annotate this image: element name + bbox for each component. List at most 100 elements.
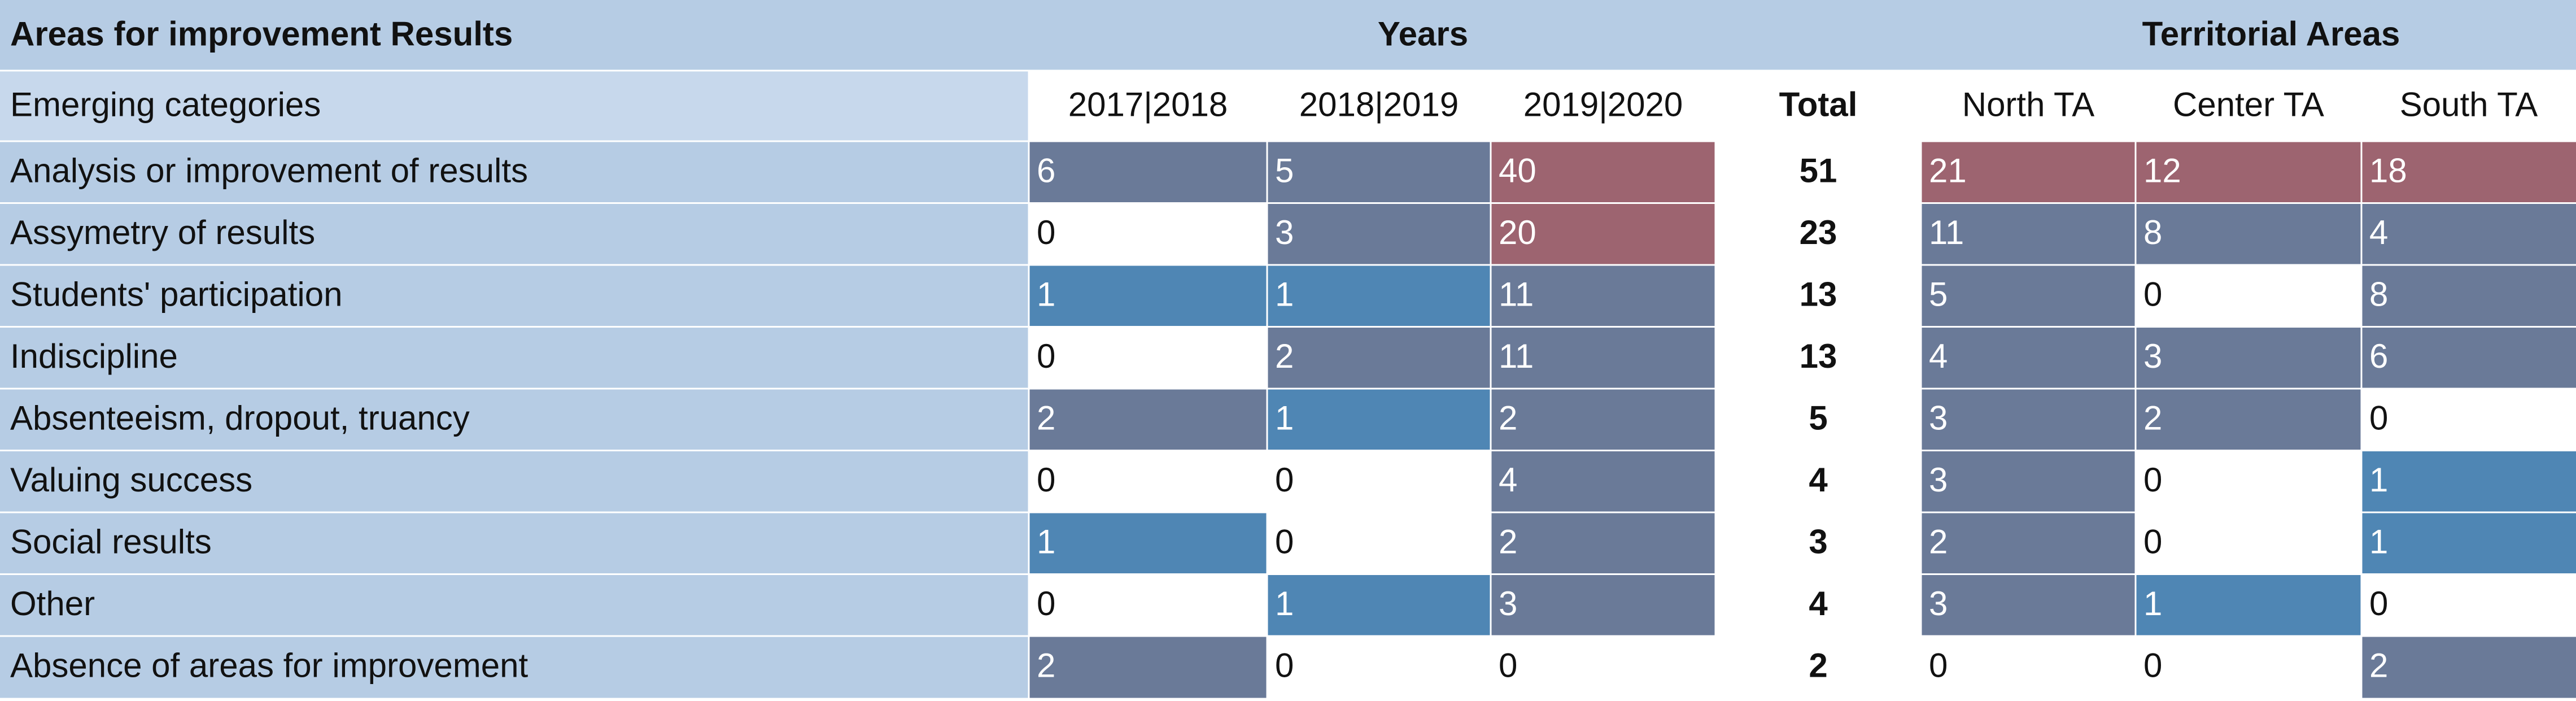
table-cell bbox=[1491, 141, 1715, 203]
total-value: 13 bbox=[1800, 276, 1837, 314]
cell-value: 2 bbox=[1499, 399, 1517, 437]
cell-value: 3 bbox=[2143, 337, 2162, 375]
group-header-territorial: Territorial Areas bbox=[2142, 15, 2400, 53]
table-cell bbox=[2136, 203, 2361, 265]
row-label-cell bbox=[0, 450, 1029, 512]
table-cell bbox=[1921, 389, 2136, 451]
cell-value: 2 bbox=[1499, 523, 1517, 561]
cell-value: 11 bbox=[1499, 337, 1534, 375]
row-label-cell bbox=[0, 326, 1029, 389]
cell-value: 3 bbox=[1929, 585, 1948, 622]
table-cell bbox=[1267, 326, 1491, 389]
cell-value: 2 bbox=[1037, 399, 1055, 437]
total-value: 5 bbox=[1809, 399, 1827, 437]
cell-value: 0 bbox=[1275, 461, 1294, 499]
total-value: 4 bbox=[1809, 461, 1828, 499]
table-cell bbox=[1267, 450, 1491, 512]
cell-value: 40 bbox=[1499, 152, 1536, 190]
table-cell bbox=[1491, 203, 1715, 265]
cell-value: 3 bbox=[1499, 585, 1517, 622]
table-cell bbox=[1029, 574, 1267, 636]
table-cell bbox=[1491, 389, 1715, 451]
table-cell bbox=[1029, 636, 1267, 698]
row-label: Assymetry of results bbox=[10, 214, 315, 251]
cell-value: 0 bbox=[1037, 585, 1055, 622]
row-label: Analysis or improvement of results bbox=[10, 152, 528, 190]
row-label: Social results bbox=[10, 523, 212, 561]
cell-value: 2 bbox=[1037, 647, 1055, 685]
column-header-4: North TA bbox=[1962, 85, 2095, 123]
table-cell bbox=[1921, 512, 2136, 574]
cell-value: 0 bbox=[2143, 523, 2162, 561]
cell-value: 12 bbox=[2143, 152, 2181, 190]
cell-value: 2 bbox=[1929, 523, 1948, 561]
table-cell bbox=[2136, 450, 2361, 512]
table-cell bbox=[1267, 141, 1491, 203]
total-value: 13 bbox=[1800, 337, 1837, 375]
table-cell bbox=[2136, 636, 2361, 698]
table-cell bbox=[1491, 512, 1715, 574]
table-cell bbox=[2361, 636, 2576, 698]
table-cell bbox=[1715, 326, 1921, 389]
table-cell bbox=[1267, 574, 1491, 636]
table-cell bbox=[1029, 203, 1267, 265]
table-cell bbox=[1921, 636, 2136, 698]
cell-value: 3 bbox=[1929, 461, 1948, 499]
table-cell bbox=[1715, 265, 1921, 327]
table-cell bbox=[1715, 141, 1921, 203]
header-band bbox=[0, 0, 2576, 71]
table-cell bbox=[1715, 636, 1921, 698]
table-cell bbox=[1491, 326, 1715, 389]
table-cell bbox=[1491, 450, 1715, 512]
subheader-label-cell bbox=[0, 71, 1029, 141]
table-cell bbox=[1921, 203, 2136, 265]
table-cell bbox=[2361, 141, 2576, 203]
cell-value: 3 bbox=[1275, 214, 1294, 251]
cell-value: 0 bbox=[1929, 647, 1948, 685]
table-cell bbox=[1715, 512, 1921, 574]
cell-value: 11 bbox=[1929, 214, 1964, 251]
cell-value: 11 bbox=[1499, 276, 1534, 314]
table-cell bbox=[1029, 389, 1267, 451]
row-label-cell bbox=[0, 203, 1029, 265]
cell-value: 0 bbox=[2143, 461, 2162, 499]
cell-value: 4 bbox=[2369, 214, 2388, 251]
table-cell bbox=[1267, 203, 1491, 265]
table-cell bbox=[2136, 574, 2361, 636]
table-cell bbox=[1029, 141, 1267, 203]
cell-value: 0 bbox=[2143, 647, 2162, 685]
column-header-0: 2017|2018 bbox=[1068, 85, 1228, 123]
table-cell bbox=[1029, 512, 1267, 574]
table-cell bbox=[1267, 265, 1491, 327]
cell-value: 0 bbox=[1037, 214, 1055, 251]
cell-value: 0 bbox=[2369, 585, 2388, 622]
cell-value: 1 bbox=[1275, 399, 1294, 437]
cell-value: 20 bbox=[1499, 214, 1536, 251]
cell-value: 2 bbox=[2369, 647, 2388, 685]
row-label: Students' participation bbox=[10, 276, 343, 314]
table-cell bbox=[1267, 389, 1491, 451]
column-header-6: South TA bbox=[2400, 85, 2538, 123]
table-cell bbox=[1921, 265, 2136, 327]
column-header-3: Total bbox=[1779, 85, 1858, 123]
table-cell bbox=[2361, 389, 2576, 451]
cell-value: 0 bbox=[1037, 337, 1055, 375]
row-label: Other bbox=[10, 585, 95, 622]
cell-value: 1 bbox=[1037, 523, 1055, 561]
table-cell bbox=[1715, 450, 1921, 512]
table-cell bbox=[2136, 326, 2361, 389]
column-header-5: Center TA bbox=[2173, 85, 2324, 123]
cell-value: 3 bbox=[1929, 399, 1948, 437]
cell-value: 0 bbox=[1275, 647, 1294, 685]
cell-value: 6 bbox=[2369, 337, 2388, 375]
table-cell bbox=[1715, 389, 1921, 451]
cell-value: 1 bbox=[1275, 276, 1294, 314]
total-value: 2 bbox=[1809, 647, 1827, 685]
row-label-cell bbox=[0, 574, 1029, 636]
table-cell bbox=[2361, 265, 2576, 327]
cell-value: 5 bbox=[1275, 152, 1294, 190]
row-label: Indiscipline bbox=[10, 337, 178, 375]
cell-value: 2 bbox=[1275, 337, 1294, 375]
total-value: 4 bbox=[1809, 585, 1828, 622]
column-header-2: 2019|2020 bbox=[1523, 85, 1683, 123]
